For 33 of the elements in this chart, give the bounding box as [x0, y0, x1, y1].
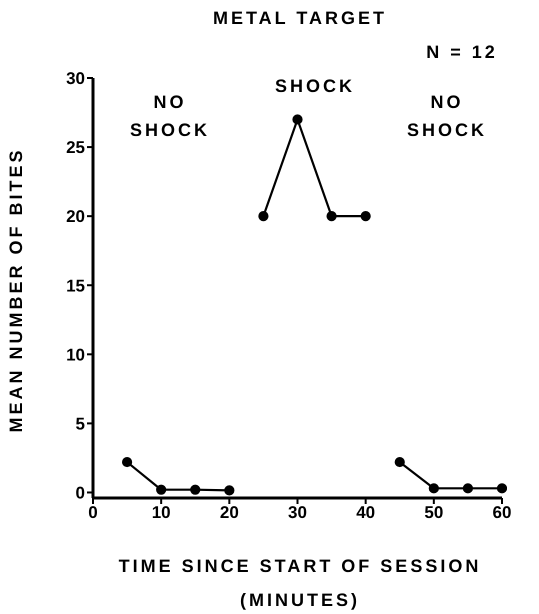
point [224, 485, 234, 496]
y-tick-label: 25 [66, 138, 85, 158]
y-tick-label: 5 [76, 414, 85, 434]
annotation: NO SHOCK [406, 92, 488, 140]
point [190, 484, 200, 495]
point [292, 114, 303, 125]
annotation: NO SHOCK [130, 92, 210, 140]
x-tick-label: 50 [424, 503, 444, 522]
y-tick-label: 0 [76, 484, 85, 503]
y-tick-label: 15 [66, 276, 85, 296]
point [360, 211, 371, 222]
text: N = 12 [426, 42, 498, 62]
point [462, 483, 474, 494]
y-axis-title: MEAN NUMBER OF BITES [6, 148, 26, 432]
point [156, 484, 166, 495]
y-tick-label: 30 [66, 69, 85, 88]
y-tick-label: 20 [66, 207, 85, 226]
y-tick-label: 10 [66, 345, 85, 364]
x-tick-label: 30 [288, 503, 307, 522]
x-tick-label: 10 [152, 503, 171, 522]
x-axis-title: TIME SINCE START OF SESSION (MINUTES) [118, 556, 482, 610]
annotation: SHOCK [274, 76, 356, 96]
point [394, 456, 405, 468]
point [122, 456, 132, 468]
point [326, 211, 337, 222]
point [496, 483, 507, 494]
x-tick-label: 20 [220, 503, 239, 522]
point [428, 483, 439, 494]
point [258, 211, 269, 222]
x-tick-label: 40 [356, 503, 376, 522]
chart-title: METAL TARGET [213, 8, 387, 28]
x-tick-label: 60 [492, 503, 512, 522]
x-tick-label: 0 [88, 503, 98, 522]
